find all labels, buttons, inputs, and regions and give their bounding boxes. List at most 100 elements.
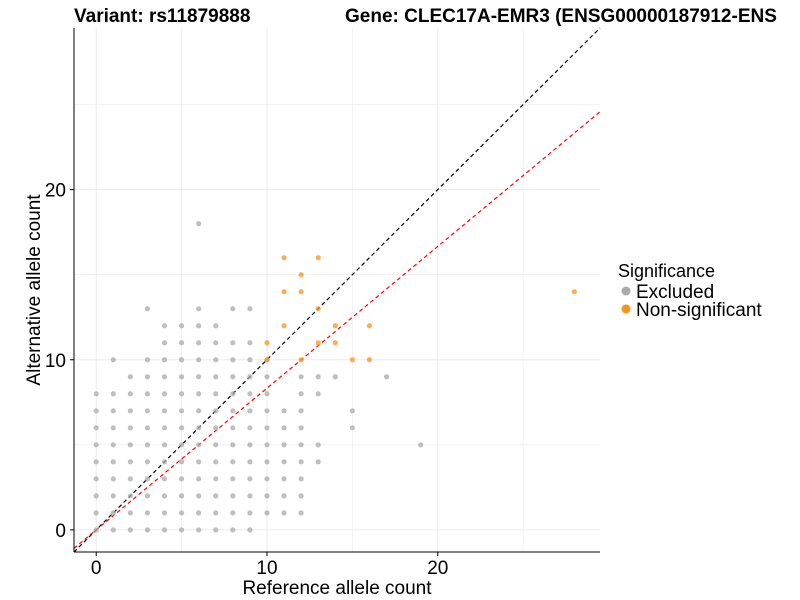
data-point	[264, 357, 270, 363]
chart-title-left: Variant: rs11879888	[74, 6, 250, 27]
data-point	[127, 459, 133, 465]
data-point	[281, 510, 287, 516]
data-point	[349, 408, 355, 414]
data-point	[144, 374, 151, 380]
data-point	[264, 340, 270, 346]
data-point	[281, 255, 287, 261]
data-point	[127, 425, 133, 431]
data-point	[366, 357, 373, 363]
data-point	[315, 306, 321, 312]
data-point	[213, 408, 219, 414]
data-point	[281, 323, 287, 329]
x-axis-title: Reference allele count	[242, 578, 432, 599]
data-point	[161, 459, 168, 465]
data-point	[196, 357, 202, 363]
data-point	[196, 493, 202, 499]
data-point	[264, 408, 270, 414]
data-point	[196, 306, 202, 312]
data-point	[230, 459, 236, 465]
legend-label-excluded: Excluded	[636, 282, 714, 303]
data-point	[247, 442, 253, 448]
data-point	[178, 323, 185, 329]
data-point	[127, 527, 133, 533]
data-point	[264, 442, 270, 448]
data-point	[110, 425, 116, 431]
data-point	[230, 374, 236, 380]
data-point	[161, 408, 168, 414]
data-point	[144, 476, 151, 482]
data-point	[127, 408, 133, 414]
data-point	[161, 527, 168, 533]
data-point	[178, 527, 185, 533]
ticks: 0 10 20 0 10 20	[45, 181, 448, 579]
data-point	[315, 442, 321, 448]
data-point	[93, 493, 99, 499]
data-point	[281, 459, 287, 465]
data-point	[127, 493, 133, 499]
data-point	[161, 476, 168, 482]
data-point	[281, 442, 287, 448]
data-point	[315, 459, 321, 465]
data-point	[196, 442, 202, 448]
data-point	[196, 527, 202, 533]
reference-line-identity	[73, 27, 601, 553]
data-point	[110, 459, 116, 465]
data-point	[144, 306, 151, 312]
data-point	[230, 510, 236, 516]
data-point	[230, 340, 236, 346]
data-point	[127, 510, 133, 516]
x-tick-label: 20	[427, 558, 448, 579]
data-point	[315, 391, 321, 397]
data-point	[178, 442, 185, 448]
data-point	[144, 459, 151, 465]
data-point	[230, 408, 236, 414]
data-point	[332, 323, 338, 329]
data-point	[178, 357, 185, 363]
y-tick-label: 20	[45, 181, 66, 202]
data-point	[247, 425, 253, 431]
data-point	[213, 391, 219, 397]
data-point	[315, 255, 321, 261]
data-point	[298, 493, 304, 499]
data-point	[366, 323, 373, 329]
data-point	[298, 374, 304, 380]
data-point	[161, 493, 168, 499]
y-tick-label: 0	[55, 521, 66, 542]
data-point	[178, 493, 185, 499]
data-point	[264, 425, 270, 431]
data-point	[127, 374, 133, 380]
data-point	[298, 425, 304, 431]
data-point	[213, 374, 219, 380]
data-point	[571, 289, 577, 295]
data-point	[230, 476, 236, 482]
data-point	[247, 306, 253, 312]
data-point	[144, 510, 151, 516]
data-point	[298, 442, 304, 448]
data-point	[247, 459, 253, 465]
data-point	[127, 442, 133, 448]
data-point	[110, 493, 116, 499]
data-point	[213, 493, 219, 499]
data-point	[230, 425, 236, 431]
data-point	[110, 527, 116, 533]
legend-label-non-significant: Non-significant	[636, 300, 762, 321]
data-point	[213, 510, 219, 516]
data-point	[281, 425, 287, 431]
data-point	[213, 357, 219, 363]
x-tick-label: 0	[91, 558, 102, 579]
data-point	[264, 493, 270, 499]
y-axis-title: Alternative allele count	[24, 194, 45, 386]
data-point	[196, 425, 202, 431]
data-point	[144, 493, 151, 499]
data-point	[161, 374, 168, 380]
y-tick-label: 10	[45, 351, 66, 372]
data-point	[161, 340, 168, 346]
data-point	[161, 391, 168, 397]
data-point	[196, 221, 202, 227]
data-point	[213, 323, 219, 329]
data-point	[281, 493, 287, 499]
data-point	[349, 425, 355, 431]
data-point	[93, 425, 99, 431]
data-point	[144, 527, 151, 533]
